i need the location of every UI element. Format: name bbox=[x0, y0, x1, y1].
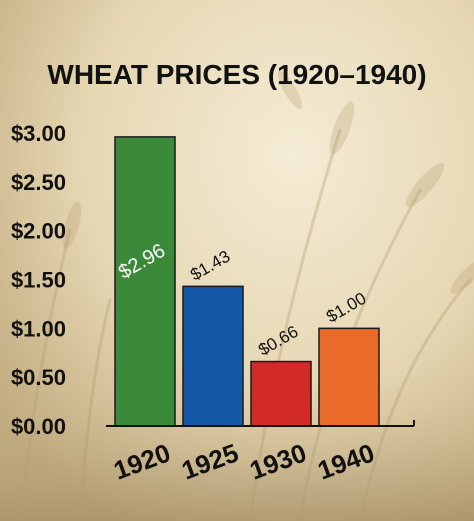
wheat-decoration bbox=[18, 128, 472, 521]
y-tick-label: $2.50 bbox=[11, 170, 66, 195]
chart-title: WHEAT PRICES (1920–1940) bbox=[47, 59, 426, 90]
bars bbox=[114, 136, 380, 427]
y-tick-label: $0.00 bbox=[11, 414, 66, 439]
bar-1940 bbox=[318, 327, 380, 427]
y-tick-label: $0.50 bbox=[11, 365, 66, 390]
y-tick-label: $2.00 bbox=[11, 219, 66, 244]
wheat-heads bbox=[62, 70, 474, 294]
y-tick-label: $3.00 bbox=[11, 121, 66, 146]
bar-1930 bbox=[250, 360, 312, 427]
y-axis-labels: $0.00 $0.50 $1.00 $1.50 $2.00 $2.50 $3.00 bbox=[11, 121, 66, 439]
bar-1925 bbox=[182, 285, 244, 427]
y-tick-label: $1.50 bbox=[11, 268, 66, 293]
y-tick-label: $1.00 bbox=[11, 316, 66, 341]
